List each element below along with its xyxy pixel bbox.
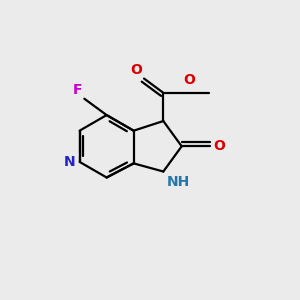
- Text: O: O: [184, 74, 195, 88]
- Text: NH: NH: [167, 175, 190, 189]
- Text: O: O: [131, 63, 142, 77]
- Text: N: N: [64, 155, 75, 169]
- Text: O: O: [213, 139, 225, 153]
- Text: F: F: [73, 83, 82, 97]
